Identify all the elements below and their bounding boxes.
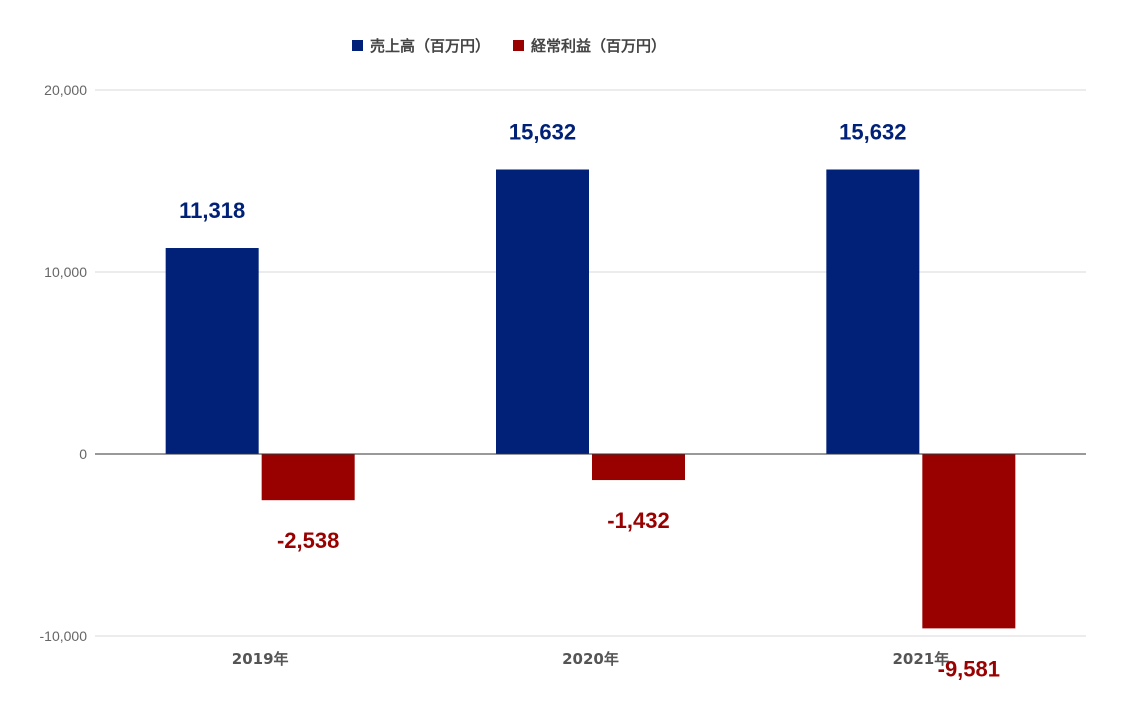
y-tick-label: -10,000: [40, 628, 88, 644]
data-label-sales-3: 15,632: [839, 119, 906, 144]
data-label-ordinary-profit-3: -9,581: [938, 656, 1000, 681]
y-tick-label: 20,000: [44, 82, 87, 98]
bar-sales-2: [496, 169, 589, 454]
data-label-sales-1: 11,318: [179, 198, 245, 223]
legend: 売上高（百万円） 経常利益（百万円）: [352, 37, 666, 55]
bar-sales-3: [826, 169, 920, 454]
y-tick-label: 10,000: [44, 264, 87, 280]
bar-ordinary-profit-2: [592, 454, 685, 481]
data-label-ordinary-profit-1: -2,538: [277, 528, 339, 553]
bar-ordinary-profit-3: [922, 454, 1016, 629]
x-category-label: 2020年: [562, 650, 619, 668]
data-label-sales-2: 15,632: [509, 119, 576, 144]
bars-layer: [165, 169, 1016, 629]
y-tick-label: 0: [79, 446, 87, 462]
labels-layer: 11,318 -2,538 15,632 -1,432 15,632 -9,581: [179, 119, 1000, 681]
grid-layer: -10,000 0 10,000 20,000 2019年 2020年 2021年: [40, 82, 1086, 668]
legend-label-sales: 売上高（百万円）: [370, 37, 490, 55]
legend-swatch-sales: [352, 40, 363, 51]
x-category-label: 2021年: [892, 650, 949, 668]
legend-label-ordinary-profit: 経常利益（百万円）: [531, 37, 666, 55]
bar-sales-1: [165, 248, 259, 454]
x-category-label: 2019年: [232, 650, 289, 668]
bar-ordinary-profit-1: [261, 454, 355, 501]
data-label-ordinary-profit-2: -1,432: [607, 508, 669, 533]
legend-swatch-ordinary-profit: [513, 40, 524, 51]
